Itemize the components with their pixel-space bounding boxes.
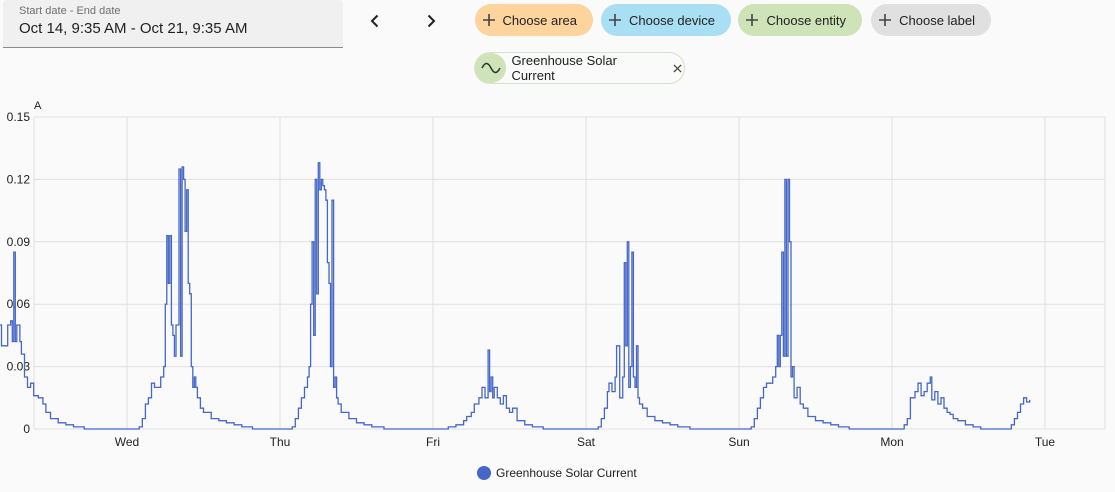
- y-tick-label: 0.09: [7, 235, 31, 249]
- plus-icon: [871, 13, 899, 27]
- remove-entity-button[interactable]: [670, 61, 684, 75]
- chevron-left-icon: [367, 13, 383, 34]
- sine-wave-icon: [475, 53, 507, 83]
- x-tick-label: Wed: [115, 435, 139, 449]
- y-tick-label: 0.06: [7, 297, 31, 311]
- y-tick-label: 0: [23, 422, 30, 436]
- series-line-greenhouse-solar-current: [0, 162, 1031, 430]
- series-layer: [0, 162, 1031, 430]
- y-tick-label: 0.15: [7, 110, 31, 124]
- choose-entity-chip[interactable]: Choose entity: [738, 4, 862, 36]
- x-tick-label: Fri: [426, 435, 440, 449]
- y-axis-unit: A: [34, 100, 42, 112]
- plus-icon: [738, 13, 767, 27]
- y-tick-label: 0.03: [7, 360, 31, 374]
- chart-grid: [33, 116, 1106, 430]
- choose-device-label: Choose device: [629, 12, 715, 28]
- selected-entity-chip: Greenhouse Solar Current: [474, 52, 685, 84]
- x-tick-label: Mon: [880, 435, 903, 449]
- history-chart[interactable]: 0 0.03 0.06 0.09 0.12 0.15 Wed Thu Fri Sat Sun Mon…: [0, 95, 1115, 492]
- x-axis-ticks: Wed Thu Fri Sat Sun Mon Tue: [115, 435, 1056, 449]
- x-tick-label: Sun: [728, 435, 749, 449]
- previous-period-button[interactable]: [359, 7, 391, 39]
- date-range-value: Oct 14, 9:35 AM - Oct 21, 9:35 AM: [19, 20, 248, 37]
- chevron-right-icon: [423, 13, 439, 34]
- x-tick-label: Tue: [1035, 435, 1056, 449]
- date-range-label: Start date - End date: [19, 5, 121, 17]
- choose-device-chip[interactable]: Choose device: [601, 4, 731, 36]
- x-tick-label: Sat: [577, 435, 596, 449]
- choose-label-label: Choose label: [899, 12, 975, 28]
- legend-label: Greenhouse Solar Current: [496, 466, 637, 480]
- selected-entity-name: Greenhouse Solar Current: [511, 53, 617, 83]
- date-range-picker[interactable]: Start date - End date Oct 14, 9:35 AM - …: [3, 0, 343, 48]
- choose-entity-label: Choose entity: [766, 12, 847, 28]
- y-tick-label: 0.12: [7, 172, 31, 186]
- plus-icon: [475, 13, 503, 27]
- next-period-button[interactable]: [415, 7, 447, 39]
- close-icon: [673, 63, 682, 73]
- y-axis-ticks: 0 0.03 0.06 0.09 0.12 0.15: [7, 110, 31, 436]
- choose-label-chip[interactable]: Choose label: [871, 4, 991, 36]
- x-tick-label: Thu: [270, 435, 291, 449]
- chart-legend[interactable]: Greenhouse Solar Current: [477, 466, 637, 480]
- choose-area-label: Choose area: [502, 12, 577, 28]
- chart-canvas: 0 0.03 0.06 0.09 0.12 0.15 Wed Thu Fri Sat Sun Mon…: [0, 100, 1106, 480]
- legend-color-dot: [477, 466, 491, 480]
- choose-area-chip[interactable]: Choose area: [475, 4, 593, 36]
- plus-icon: [601, 13, 629, 27]
